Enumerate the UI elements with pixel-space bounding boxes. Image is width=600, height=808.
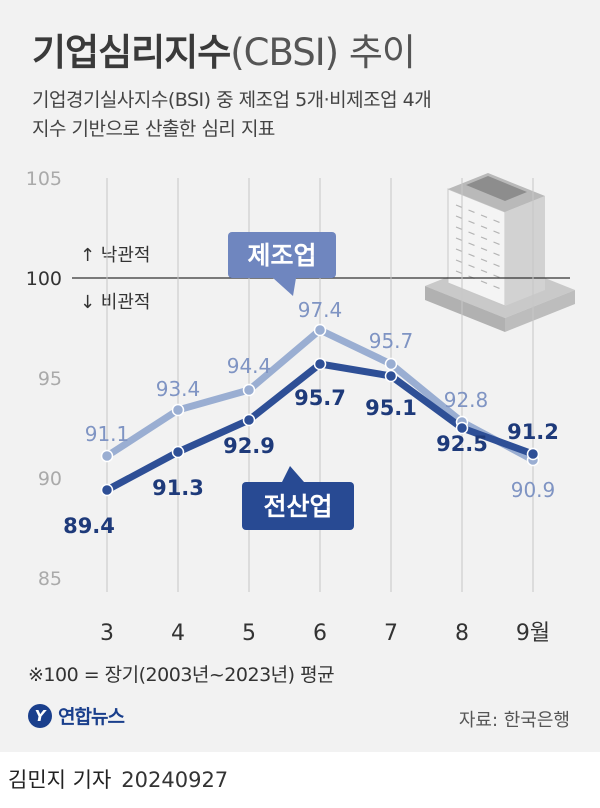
subtitle-line-1: 기업경기실사지수(BSI) 중 제조업 5개·비제조업 4개 <box>32 89 432 111</box>
data-label: 97.4 <box>298 298 343 322</box>
source-label: 자료: 한국은행 <box>458 710 570 731</box>
data-point <box>171 403 185 417</box>
data-point <box>384 369 398 383</box>
data-point <box>171 445 185 459</box>
data-point <box>526 447 540 461</box>
credit: 김민지 기자 20240927 <box>8 764 228 794</box>
data-label: 91.1 <box>85 422 130 446</box>
data-point <box>313 323 327 337</box>
series-tag-label: 제조업 <box>247 241 316 270</box>
logo: Y 연합뉴스 <box>28 702 125 729</box>
data-label: 95.7 <box>369 329 414 353</box>
data-label: 92.5 <box>436 432 488 456</box>
logo-icon: Y <box>28 703 52 728</box>
data-point <box>242 383 256 397</box>
data-point <box>384 357 398 371</box>
data-label: 90.9 <box>511 478 556 502</box>
line-chart: 105 100 95 90 85 ↑ 낙관적 ↓ 비관적 3 4 5 6 7 8 9월 91.1 93.4 9… <box>26 168 575 646</box>
data-label: 92.8 <box>444 388 489 412</box>
data-point <box>455 421 469 435</box>
y-tick-label: 95 <box>38 368 62 390</box>
data-point <box>100 483 114 497</box>
data-label: 91.3 <box>152 476 204 500</box>
page-title: 기업심리지수(CBSI) 추이 <box>32 22 416 76</box>
data-label: 89.4 <box>63 514 115 538</box>
x-tick-label: 3 <box>100 621 114 646</box>
data-label: 92.9 <box>223 434 275 458</box>
reporter-name: 김민지 기자 <box>8 768 112 792</box>
data-point <box>313 357 327 371</box>
x-tick-label: 5 <box>242 621 256 646</box>
series-tag-pointer <box>273 278 296 296</box>
x-tick-label: 9월 <box>516 621 550 646</box>
data-point <box>100 449 114 463</box>
x-tick-label: 4 <box>171 621 185 646</box>
series-tag-box <box>228 232 336 278</box>
x-tick-label: 7 <box>384 621 398 646</box>
logo-text: 연합뉴스 <box>58 706 125 728</box>
data-label: 95.1 <box>365 396 417 420</box>
x-tick-label: 6 <box>313 621 327 646</box>
data-label: 94.4 <box>227 354 272 378</box>
series-tag-pointer <box>282 466 304 482</box>
optimistic-label: ↑ 낙관적 <box>80 245 150 266</box>
y-tick-label: 85 <box>38 568 62 590</box>
data-label: 91.2 <box>507 420 559 444</box>
data-label: 93.4 <box>156 377 201 401</box>
footnote: ※100 = 장기(2003년~2023년) 평균 <box>28 664 335 686</box>
series-tag-box <box>242 482 354 530</box>
subtitle-line-2: 지수 기반으로 산출한 심리 지표 <box>32 118 275 140</box>
title-main: 기업심리지수 <box>32 31 231 74</box>
y-tick-label: 90 <box>38 468 62 490</box>
y-tick-label: 105 <box>26 168 62 190</box>
publish-date: 20240927 <box>121 768 229 792</box>
title-paren: (CBSI) 추이 <box>230 31 416 74</box>
series-tag-label: 전산업 <box>263 492 332 521</box>
y-tick-label: 100 <box>26 268 62 290</box>
x-tick-label: 8 <box>455 621 469 646</box>
building-icon <box>425 173 575 332</box>
data-label: 95.7 <box>294 386 346 410</box>
data-point <box>242 413 256 427</box>
pessimistic-label: ↓ 비관적 <box>80 292 150 313</box>
subtitle: 기업경기실사지수(BSI) 중 제조업 5개·비제조업 4개 지수 기반으로 산… <box>32 86 432 144</box>
